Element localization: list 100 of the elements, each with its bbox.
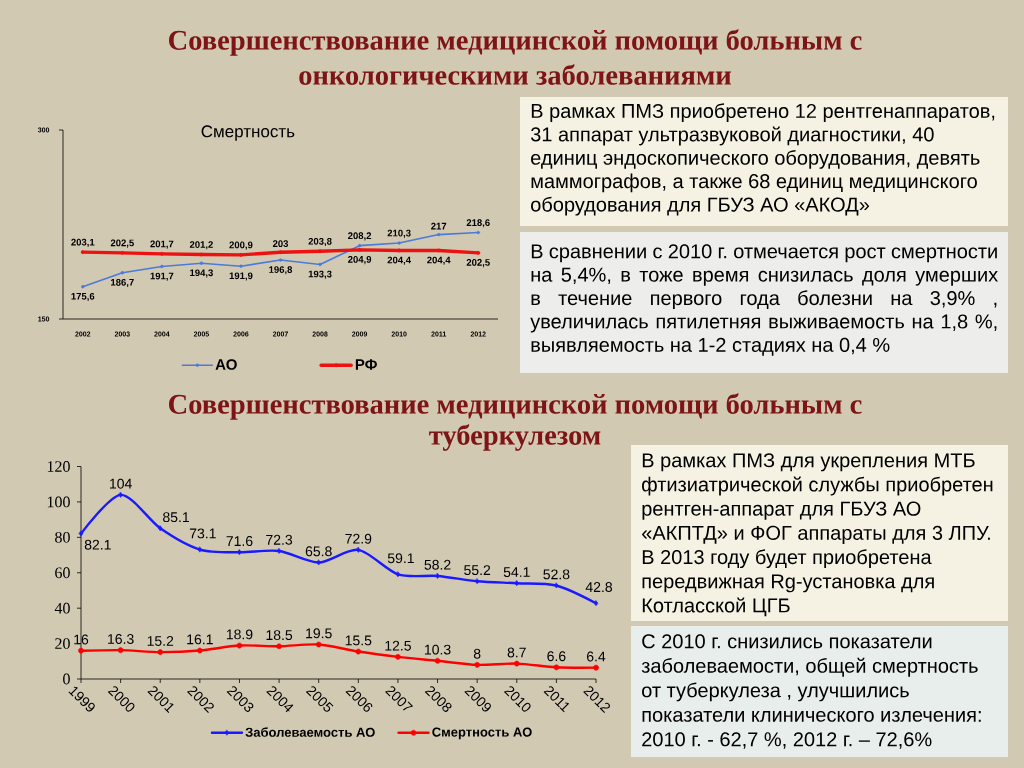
- point: [357, 244, 362, 248]
- data-label: 73.1: [189, 528, 216, 539]
- data-label: 12.5: [385, 640, 411, 651]
- point: [118, 491, 123, 498]
- data-label: 65.8: [305, 546, 332, 557]
- data-label: 202,5: [110, 239, 134, 248]
- data-label: 204,4: [427, 256, 451, 265]
- legend-label: АО: [215, 359, 237, 370]
- point: [197, 546, 203, 553]
- data-label: 15.5: [345, 635, 372, 646]
- point: [199, 261, 204, 265]
- point: [276, 548, 282, 554]
- y-tick-label: 0: [63, 673, 70, 685]
- data-label: 16: [74, 634, 89, 645]
- data-label: 59.1: [387, 553, 414, 564]
- data-label: 201,2: [189, 241, 213, 250]
- point: [80, 250, 85, 254]
- point: [474, 578, 480, 585]
- data-label: 203,1: [71, 238, 95, 247]
- y-tick-label: 60: [55, 567, 70, 579]
- point: [78, 530, 84, 537]
- point: [120, 251, 125, 255]
- data-label: 186,7: [111, 278, 134, 288]
- point: [434, 657, 441, 664]
- point: [160, 252, 164, 256]
- data-label: 16.3: [108, 634, 134, 644]
- data-label: 85.1: [163, 512, 189, 523]
- point: [476, 251, 481, 255]
- y-tick-label: 100: [47, 496, 70, 508]
- data-label: 175,6: [71, 292, 95, 302]
- data-label: 15.2: [147, 635, 174, 646]
- point: [554, 582, 559, 589]
- point: [278, 258, 283, 262]
- data-label: 54.1: [503, 567, 530, 578]
- point: [316, 559, 321, 566]
- data-label: 6.4: [586, 651, 606, 662]
- point: [553, 664, 560, 671]
- point: [117, 647, 124, 653]
- point: [315, 641, 322, 648]
- point: [513, 660, 520, 667]
- point: [593, 664, 599, 671]
- point: [120, 271, 124, 275]
- point: [395, 654, 401, 660]
- text: В рамках ПМЗ приобретено 12 рентгенаппаратов, 31 аппарат ультразвуковой диагностики, 40 единиц эндоскопического оборудования, девять маммографов, а также 68 единиц медицинского оборудования для ГБУЗ АО «АКОД»: [530, 103, 995, 216]
- data-label: 18.9: [226, 629, 253, 640]
- data-label: 18.5: [266, 630, 293, 641]
- text: В рамках ПМЗ для укрепления МТБ фтизиатрической службы приобретен рентген-аппарат для ГБУЗ АО «АКПТД» и ФОГ аппараты для 3 ЛПУ. В 2013 году будет приобретена передвижная Rg-установка для Котласской ЦГБ: [642, 453, 993, 617]
- y-tick-label: 120: [47, 461, 70, 472]
- data-label: 16.1: [187, 634, 213, 645]
- point: [78, 647, 84, 654]
- data-label: 72.3: [266, 534, 293, 545]
- data-label: 204,9: [348, 256, 372, 265]
- point: [239, 253, 243, 257]
- y-tick-label: 40: [54, 602, 70, 614]
- data-label: 200,9: [229, 241, 253, 250]
- point: [355, 648, 362, 655]
- data-label: 210,3: [387, 229, 411, 238]
- data-label: 82.1: [84, 539, 111, 550]
- point: [474, 661, 481, 668]
- data-label: 217: [431, 222, 447, 230]
- data-label: 42.8: [585, 582, 613, 593]
- data-label: 55.2: [464, 565, 491, 576]
- data-label: 19.5: [306, 628, 332, 639]
- point: [237, 549, 242, 556]
- data-label: 104: [110, 478, 132, 489]
- point: [239, 264, 243, 268]
- data-label: 191,7: [150, 272, 174, 281]
- data-label: 8.7: [507, 647, 526, 658]
- point: [318, 262, 322, 267]
- legend-label: РФ: [355, 359, 377, 370]
- point: [435, 573, 440, 579]
- data-label: 208,2: [348, 232, 372, 241]
- chart-subtitle: Смертность: [201, 125, 295, 141]
- text: В сравнении с 2010 г. отмечается рост смертности на 5,4%, в тоже время снизилась доля умерших в течение первого года болезни на 3,9% , увеличилась пятилетняя выживаемость на 1,8 %, выявляемость на 1-2 стадиях на 0,4 %: [530, 244, 998, 356]
- data-label: 201,7: [150, 240, 174, 249]
- data-label: 10.3: [424, 644, 451, 655]
- point: [81, 285, 85, 289]
- legend-label: Заболеваемость АО: [245, 727, 375, 737]
- point: [514, 580, 519, 587]
- data-label: 196,8: [269, 266, 293, 275]
- data-label: 203,8: [308, 237, 332, 247]
- legend-label: Смертность АО: [432, 727, 532, 740]
- y-tick-label: 20: [55, 638, 70, 649]
- data-label: 6.6: [547, 651, 566, 662]
- point: [276, 643, 282, 650]
- point: [357, 247, 362, 252]
- point: [158, 525, 163, 532]
- data-label: 8: [473, 648, 481, 659]
- data-label: 52.8: [543, 569, 570, 580]
- chart-title: Совершенствование медицинской помощи больным с туберкулезом: [169, 393, 862, 451]
- data-label: 218,6: [466, 219, 490, 228]
- text: С 2010 г. снизились показатели заболеваемости, общей смертность от туберкулеза , улучшились показатели клинического излечения: 2010 г. - 62,7 %, 2012 г. – 72,6%: [641, 634, 981, 749]
- y-tick-label: 80: [55, 531, 70, 543]
- point: [157, 649, 164, 655]
- point: [593, 600, 599, 607]
- data-label: 72.9: [345, 533, 372, 544]
- data-label: 71.6: [226, 536, 253, 547]
- point: [236, 642, 243, 649]
- data-label: 202,5: [466, 259, 490, 268]
- data-label: 58.2: [424, 559, 451, 570]
